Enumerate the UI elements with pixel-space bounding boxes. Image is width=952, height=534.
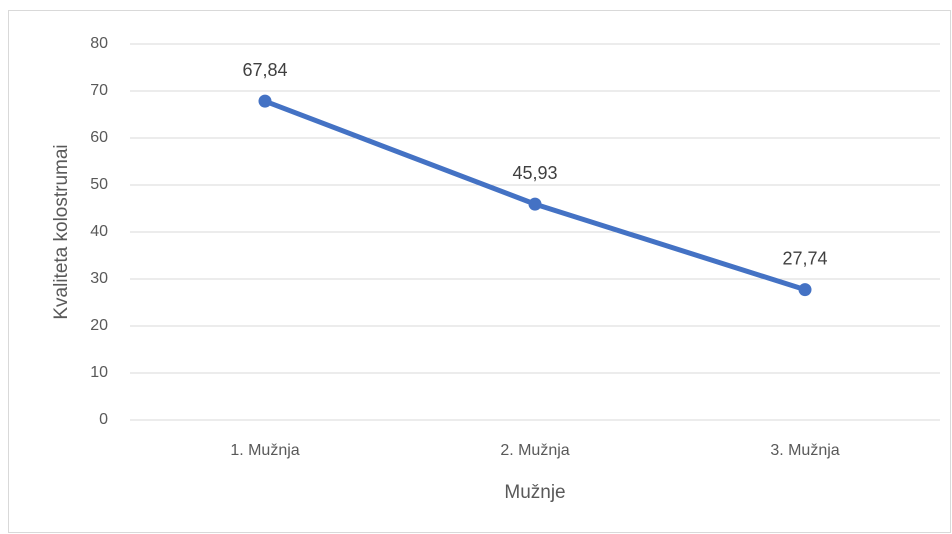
y-tick-label: 80: [90, 35, 108, 52]
marker: [258, 94, 272, 108]
y-tick-label: 60: [90, 129, 108, 146]
y-tick-label: 0: [99, 411, 108, 428]
x-tick-label: 1. Mužnja: [230, 442, 299, 459]
y-tick-label: 10: [90, 364, 108, 381]
y-tick-label: 70: [90, 82, 108, 99]
y-tick-label: 40: [90, 223, 108, 240]
y-axis-title: Kvaliteta kolostrumai: [51, 144, 72, 319]
x-tick-label: 2. Mužnja: [500, 442, 569, 459]
data-label: 27,74: [782, 248, 827, 268]
x-axis-title: Mužnje: [504, 482, 565, 503]
y-tick-label: 30: [90, 270, 108, 287]
y-tick-label: 50: [90, 176, 108, 193]
marker: [798, 283, 812, 297]
chart-frame: [8, 10, 951, 533]
data-label: 67,84: [242, 60, 287, 80]
x-tick-label: 3. Mužnja: [770, 442, 839, 459]
marker: [528, 197, 542, 211]
y-tick-label: 20: [90, 317, 108, 334]
data-label: 45,93: [512, 163, 557, 183]
